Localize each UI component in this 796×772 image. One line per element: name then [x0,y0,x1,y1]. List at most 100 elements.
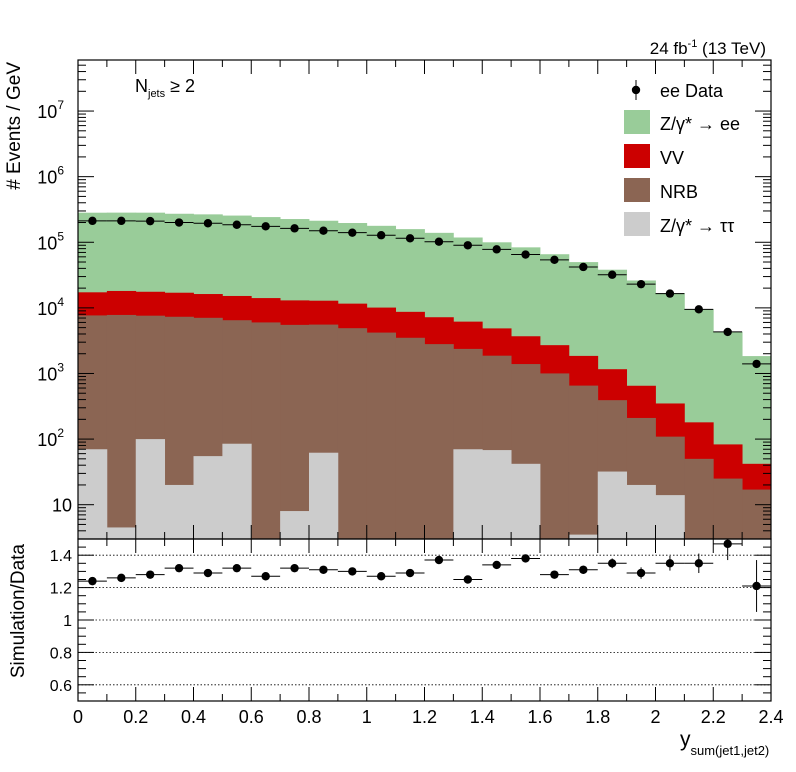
ratio-point [405,568,415,578]
data-point [290,224,299,233]
ratio-tick-label: 0.8 [50,645,72,662]
data-point [607,270,617,279]
data-point [636,279,646,289]
stack-bar [251,322,281,539]
y-tick-base: 10 [37,430,57,450]
ratio-point [607,559,617,568]
lumi-label: 24 fb-1 (13 TeV) [650,38,766,58]
ratio-point [376,572,386,581]
data-point [117,216,126,226]
stack-bar [106,314,137,539]
x-tick-label: 2 [650,707,660,727]
x-tick-label: 0.8 [296,707,321,727]
y-tick-label: 103 [37,360,64,384]
stack-bar [540,373,570,539]
njets-annotation: Njets ≥ 2 [135,76,195,100]
y-tick-base: 10 [37,364,57,384]
y-tick-base: 10 [37,102,57,122]
ratio-point [174,563,184,573]
data-point [261,222,270,231]
legend-label: Z/γ* → ee [660,114,740,134]
legend-marker [631,85,641,95]
ratio-point [463,575,473,584]
stack-bar [684,458,714,539]
stack-bar [713,478,743,539]
legend-swatch [624,178,650,202]
legend: ee Data Z/γ* → ee VV NRB Z/γ* → ττ [624,80,740,236]
stack-bar [568,385,599,539]
ratio-point [723,539,732,549]
y-tick-base: 10 [37,299,57,319]
stack-bar [222,443,252,539]
legend-entry: ee Data [631,80,724,101]
ratio-tick-label: 0.6 [50,678,72,695]
y-axis-title: # Events / GeV [4,62,25,190]
legend-label: NRB [660,182,698,202]
stack-bar [453,449,483,539]
y-tick-exp: 6 [57,164,64,178]
data-points [78,216,771,369]
stack-bar [280,324,310,539]
data-point [348,228,357,237]
x-axis-title: ysum(jet1,jet2) [680,728,769,758]
y-tick-exp: 5 [57,229,64,243]
y-tick-label: 104 [37,295,64,319]
data-point [88,216,97,226]
x-tick-label: 0 [73,707,83,727]
y-tick-exp: 2 [57,426,64,440]
data-point [579,262,588,272]
ratio-point [145,570,155,579]
stack-area [78,212,772,540]
legend-swatch [624,144,650,168]
y-tick-base: 10 [37,168,57,188]
data-point [492,245,501,254]
ratio-point [550,570,559,579]
ratio-point [203,568,213,578]
legend-swatch [624,212,650,236]
data-point [203,219,213,228]
y-tick-exp: 3 [57,360,64,374]
stack-bar [424,344,454,539]
ratio-axes: 0.6 0.8 1 1.2 1.4 0 0.2 0.4 0.6 0.8 1 1.2 1.4 1.6 1.8 2… [50,538,784,727]
ratio-tick-label: 1 [63,613,72,630]
ratio-point [694,559,704,568]
ratio-tick-label: 1.4 [50,548,72,565]
ratio-y-axis-title: Simulation/Data [8,544,29,679]
legend-entry: Z/γ* → ee [624,110,740,134]
stack-bar [742,489,772,539]
data-point [405,234,415,243]
x-tick-label: 2.2 [701,707,726,727]
data-point [434,237,444,246]
stack-bar [568,534,599,539]
data-point [694,305,704,314]
stack-bar [135,439,166,539]
ratio-point [665,559,675,568]
data-point [665,289,675,298]
legend-label: ee Data [660,81,724,101]
y-tick-label: 10 [52,496,72,516]
x-tick-label: 2.4 [758,707,783,727]
stack-bar [106,527,137,539]
ratio-tick-label: 1.2 [50,581,72,598]
x-tick-label: 1 [362,707,372,727]
ratio-points [78,539,771,612]
stack-bar [511,463,541,539]
legend-entry: Z/γ* → ττ [624,212,734,236]
data-point [232,220,242,229]
ratio-grid [78,554,771,686]
ratio-point [348,567,357,576]
ratio-point [117,573,126,583]
stack-bar [366,332,397,539]
x-tick-label: 1.8 [585,707,610,727]
data-point [376,231,386,240]
legend-label: VV [660,148,684,168]
stack-bar [626,484,656,539]
data-point [145,216,155,226]
ratio-point [434,555,444,565]
ratio-point [232,563,242,573]
y-tick-label: 105 [37,229,64,253]
ratio-point [319,565,328,574]
x-tick-label: 0.4 [181,707,206,727]
